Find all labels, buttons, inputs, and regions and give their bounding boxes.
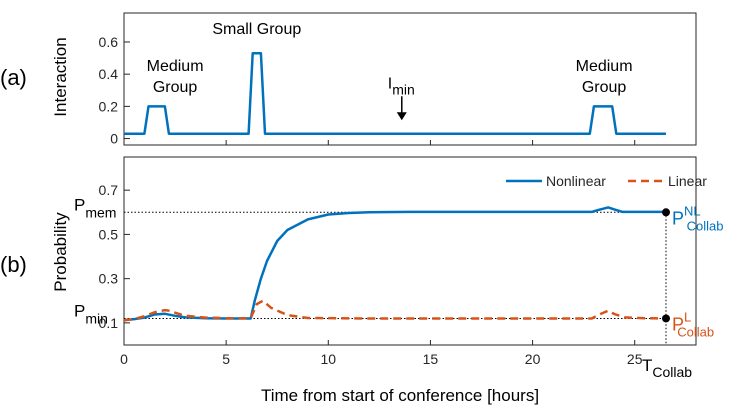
arrow-head [396, 112, 407, 121]
panel-a-ticks: 0 0.2 0.4 0.6 [99, 34, 636, 147]
annotation-text: Small Group [212, 21, 301, 38]
a-ytick-label: 0 [110, 131, 118, 147]
panel-b-label: (b) [0, 252, 27, 277]
annotation-text: Medium [576, 58, 633, 75]
b-ytick-label: 0.7 [99, 182, 119, 198]
annotation-text: Medium [147, 58, 204, 75]
b-xtick-label: 10 [320, 351, 336, 367]
panel-b-ylabel: Probability [51, 212, 70, 292]
annotation-imin: Imin [388, 75, 415, 97]
panel-b-xlabel: Time from start of conference [hours] [261, 386, 539, 405]
interaction-line [124, 51, 666, 135]
panel-b-axes [123, 156, 697, 346]
b-ytick-label: 0.1 [99, 315, 119, 331]
panel-b-reference-lines: Pmem Pmin [74, 195, 667, 345]
b-xtick-label: 25 [627, 351, 643, 367]
b-xtick-label: 20 [525, 351, 541, 367]
panel-b-series [123, 206, 667, 322]
x-end-label: TCollab [642, 356, 692, 380]
a-ytick-label: 0.4 [99, 66, 119, 82]
panel-a-axes [123, 12, 697, 146]
panel-b: (b) Probability 0.1 0.3 0.5 0.7 0 5 10 15 20 25 TC… [0, 156, 724, 405]
series-nonlinear [123, 206, 666, 322]
b-xtick-label: 15 [423, 351, 439, 367]
y-marker-label: Pmem [74, 195, 116, 220]
end-label: PL Collab [672, 309, 714, 339]
end-label: PNL Collab [672, 203, 724, 233]
b-ytick-label: 0.5 [99, 226, 119, 242]
annotation-text: Group [153, 79, 198, 96]
panel-b-labels: PNL Collab PL Collab [662, 203, 724, 339]
panel-a-annotations: Medium Group Small Group Medium Group Imin [147, 21, 633, 121]
legend-label: Nonlinear [546, 173, 606, 189]
legend: Nonlinear Linear [506, 173, 707, 189]
panel-a-series [124, 51, 666, 135]
b-ytick-label: 0.3 [99, 271, 119, 287]
panel-a-label: (a) [0, 65, 27, 90]
panel-b-ticks: 0.1 0.3 0.5 0.7 0 5 10 15 20 25 TCollab [99, 182, 693, 380]
series-linear [123, 299, 667, 322]
y-marker-label: Pmin [74, 301, 108, 326]
end-point [662, 208, 670, 217]
legend-label: Linear [668, 173, 707, 189]
b-xtick-label: 5 [222, 351, 230, 367]
a-ytick-label: 0.6 [99, 34, 119, 50]
end-point [662, 314, 670, 323]
panel-a-ylabel: Interaction [51, 37, 70, 116]
a-ytick-label: 0.2 [99, 98, 119, 114]
panel-a: (a) Interaction 0 0.2 0.4 0.6 Medium Group Sm… [0, 12, 697, 147]
b-xtick-label: 0 [120, 351, 128, 367]
annotation-text: Group [582, 79, 627, 96]
